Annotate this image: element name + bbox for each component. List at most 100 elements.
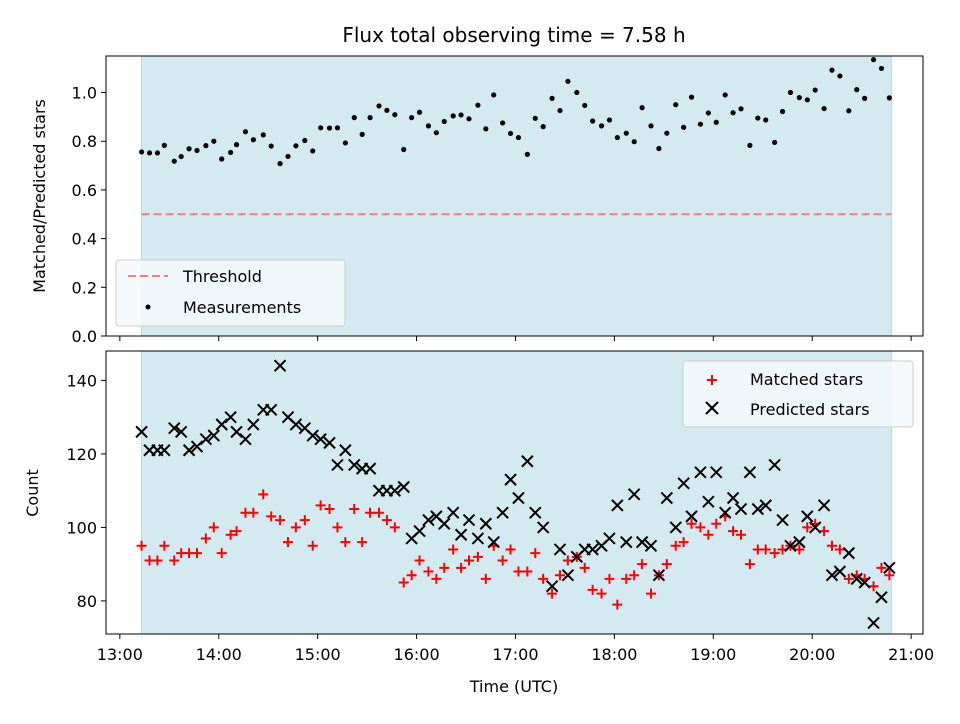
x-tick-label: 19:00 [690,645,736,664]
predicted-point [199,433,213,446]
top-y-tick-label: 0.6 [72,181,97,200]
measurement-point [384,107,390,113]
matched-point [769,548,780,559]
predicted-point [190,440,204,453]
measurement-point [515,134,522,141]
predicted-point [289,418,303,431]
matched-point [248,507,259,518]
matched-point [794,544,805,555]
predicted-point [496,506,509,519]
matched-point [827,540,838,551]
measurement-point [870,57,877,63]
ratio-points [139,57,892,167]
matched-point [497,555,508,566]
matched-point [834,544,845,555]
top-y-tick-label: 0.4 [72,230,97,249]
measurement-point [310,148,316,154]
measurement-point [458,112,464,118]
measurement-point [846,108,852,114]
matched-point [398,577,409,588]
predicted-point [230,425,243,439]
matched-point [505,544,516,555]
matched-point [231,526,242,537]
matched-point [621,573,632,584]
top-y-tick-label: 0.2 [72,278,97,297]
x-tick-label: 17:00 [492,645,538,664]
measurement-point [862,95,868,101]
matched-point [876,562,887,573]
predicted-point [652,568,666,582]
top-y-tick-label: 0.8 [72,132,97,151]
matched-point [728,526,739,537]
x-tick-label: 14:00 [196,645,242,664]
measurement-point [886,95,892,101]
predicted-point [215,418,228,431]
measurement-point [376,103,382,109]
bottom-y-ticks: 80 100 120 140 [66,371,106,611]
matched-point [538,573,549,584]
predicted-point [793,535,806,549]
measurement-point [161,142,167,148]
predicted-point [685,510,698,523]
predicted-point [801,510,814,523]
predicted-point [479,517,493,530]
bottom-y-tick-label: 140 [66,371,97,390]
matched-point [547,588,558,599]
matched-point [169,555,180,566]
predicted-point [858,576,871,589]
x-tick-label: 20:00 [789,645,835,664]
bottom-y-axis-label: Count [23,469,42,517]
predicted-point [397,480,410,494]
predicted-point [710,466,723,479]
matched-point [884,570,895,581]
measurement-point [540,124,546,130]
matched-point [136,540,147,551]
matched-point [431,573,442,584]
matched-point [448,544,459,555]
matched-point [275,515,286,526]
matched-point [357,537,368,548]
measurement-point [524,151,530,157]
predicted-point [168,421,181,435]
predicted-point [512,491,525,505]
measurement-point [656,145,662,152]
measurement-point [211,138,217,144]
measurement-point [466,116,472,122]
measurement-point [812,87,818,93]
measurement-point [713,119,719,125]
measurement-point [326,125,333,131]
measurement-point [878,65,885,72]
matched-point [414,555,425,566]
predicted-point [446,506,460,519]
matched-point [439,562,450,573]
measurement-point [837,73,843,79]
predicted-point [850,572,863,586]
predicted-point [224,410,237,424]
x-tick-label: 16:00 [394,645,440,664]
predicted-point [339,444,352,457]
measurement-point [392,112,398,118]
predicted-point [207,429,221,442]
matched-point [324,504,335,515]
measurement-point [242,129,249,135]
matched-point [604,573,615,584]
predicted-point [504,473,517,486]
matched-point [423,566,434,577]
predicted-point [702,495,715,508]
measurement-point [228,149,234,156]
measurement-point [359,131,365,137]
predicted-point [454,528,468,541]
predicted-point [669,521,682,534]
measurement-point [722,92,728,98]
predicted-point [842,546,856,560]
x-tick-label: 21:00 [888,645,934,664]
measurement-point [772,139,778,146]
predicted-point [422,513,435,527]
top-legend-box [115,259,346,327]
measurement-point [574,89,580,96]
matched-point [464,555,475,566]
predicted-point [768,458,781,472]
matched-point [373,507,384,518]
matched-point [208,522,219,533]
